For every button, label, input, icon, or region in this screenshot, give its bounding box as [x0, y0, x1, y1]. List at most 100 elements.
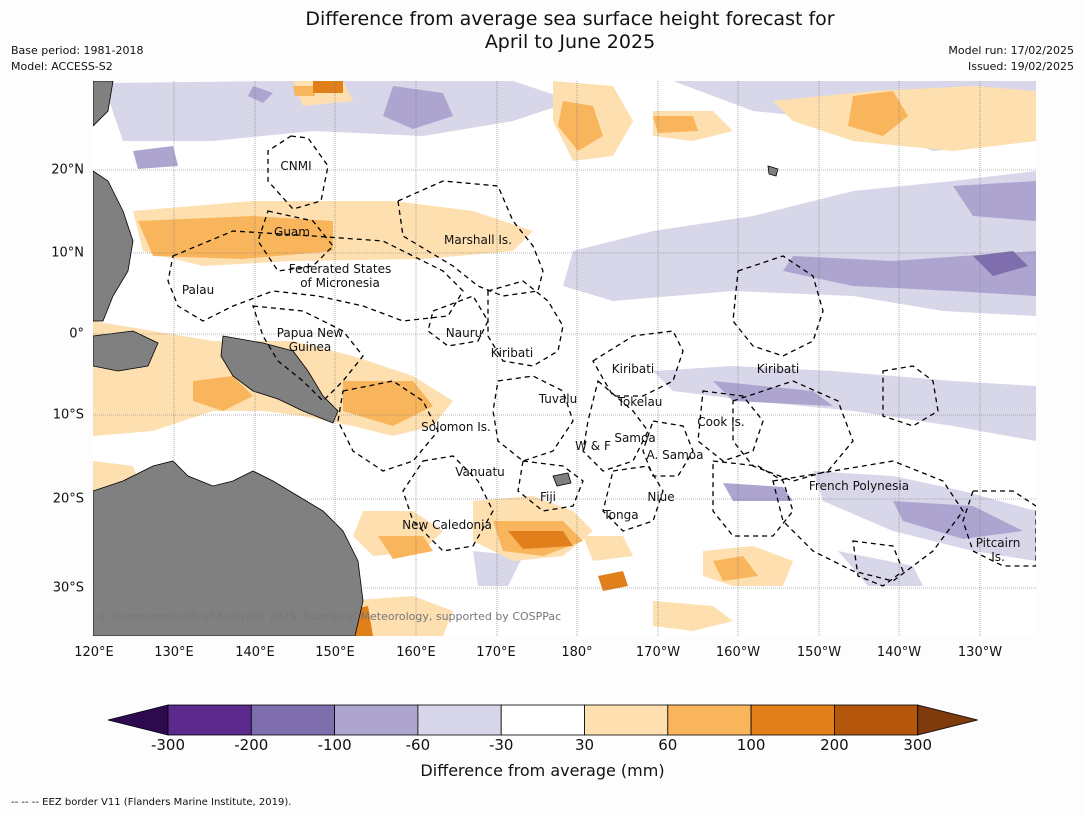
place-label-line: Niue — [647, 490, 675, 504]
colorbar-swatch — [167, 704, 252, 736]
place-label-line: Fiji — [539, 490, 557, 504]
lat-tick: 20°N — [51, 162, 84, 178]
place-label: Papua New Guinea — [277, 326, 344, 354]
lon-tick: 160°W — [715, 645, 761, 660]
colorbar-swatch — [500, 704, 585, 736]
base-period: Base period: 1981-2018 — [11, 44, 144, 57]
place-label-line: Kiribati — [611, 362, 655, 376]
lat-tick: 10°N — [51, 245, 84, 261]
place-label-line: Tokelau — [617, 395, 663, 409]
title-line-2: April to June 2025 — [484, 31, 656, 53]
colorbar-tick: 200 — [820, 736, 849, 754]
place-label: Nauru — [446, 326, 482, 340]
issued-date: Issued: 19/02/2025 — [967, 60, 1074, 73]
colorbar-tick: -60 — [405, 736, 431, 754]
colorbar-label: Difference from average (mm) — [420, 761, 665, 780]
colorbar-swatch — [834, 704, 919, 736]
place-label: Niue — [647, 490, 674, 504]
place-label: Tokelau — [618, 395, 663, 409]
fiji-island — [552, 472, 572, 487]
colorbar-tick: 60 — [658, 736, 678, 754]
place-label: Kiribati — [491, 346, 533, 360]
place-label-line: A. Samoa — [646, 448, 704, 462]
lon-tick: 180° — [561, 645, 593, 660]
place-label: Solomon Is. — [421, 420, 491, 434]
anomaly-dark-purple — [973, 251, 1028, 276]
place-label: Tuvalu — [539, 392, 578, 406]
colorbar-tick: -100 — [317, 736, 352, 754]
place-label: Guam — [274, 225, 310, 239]
place-label: Kiribati — [612, 362, 654, 376]
colorbar-swatch — [417, 704, 502, 736]
place-label-line: Kiribati — [490, 346, 534, 360]
model-run: Model run: 17/02/2025 — [948, 44, 1074, 57]
place-label-line: W & F — [575, 439, 611, 453]
place-label: Samoa — [614, 431, 655, 445]
title-line-1: Difference from average sea surface heig… — [305, 8, 835, 30]
eez-borders — [167, 135, 1036, 587]
hawaii-island — [767, 165, 779, 177]
place-label-line: French Polynesia — [808, 479, 910, 493]
philippines — [93, 170, 134, 322]
colorbar-swatch — [334, 704, 419, 736]
place-label-line: Is. — [991, 550, 1005, 564]
lat-tick: 20°S — [52, 491, 84, 507]
colorbar-swatches — [107, 704, 978, 736]
colorbar-swatch — [250, 704, 336, 736]
place-label-line: New Caledonia — [402, 518, 492, 532]
meta-left: Base period: 1981-2018 Model: ACCESS-S2 — [11, 43, 143, 75]
model-name: Model: ACCESS-S2 — [11, 60, 113, 73]
place-label: CNMI — [280, 159, 311, 173]
colorbar-swatch — [750, 704, 835, 736]
eez-footnote: -- -- -- EEZ border V11 (Flanders Marine… — [11, 797, 292, 808]
colorbar-swatch — [584, 704, 669, 736]
map-title: Difference from average sea surface heig… — [0, 8, 1085, 54]
anomaly-mid-purple — [133, 86, 1036, 539]
asia-coast — [93, 81, 114, 127]
place-label-line: Federated States — [288, 262, 392, 276]
place-label-line: Solomon Is. — [421, 420, 491, 434]
map-panel — [93, 81, 1036, 636]
place-label-line: Tonga — [603, 508, 639, 522]
place-label-line: Kiribati — [756, 362, 800, 376]
place-label-line: Marshall Is. — [444, 233, 512, 247]
colorbar-extend-low — [107, 704, 169, 736]
colorbar-tick: -30 — [488, 736, 514, 754]
place-label: W & F — [575, 439, 611, 453]
colorbar-tick: 100 — [736, 736, 766, 754]
place-label: French Polynesia — [809, 479, 909, 493]
lon-tick: 140°E — [235, 645, 275, 660]
place-label: Tonga — [603, 508, 638, 522]
place-label: A. Samoa — [647, 448, 704, 462]
indonesia-islands — [93, 330, 159, 372]
lon-tick: 150°E — [315, 645, 355, 660]
landmass — [93, 81, 779, 636]
meta-right: Model run: 17/02/2025 Issued: 19/02/2025 — [948, 43, 1074, 75]
lon-tick: 140°W — [876, 645, 922, 660]
place-label: New Caledonia — [402, 518, 492, 532]
place-label-line: Nauru — [445, 326, 483, 340]
lon-tick: 160°E — [396, 645, 436, 660]
place-label: Federated States of Micronesia — [289, 262, 391, 290]
place-label-line: Pitcairn — [975, 536, 1021, 550]
lon-tick: 150°W — [796, 645, 842, 660]
map-svg — [93, 81, 1036, 636]
graticule — [93, 81, 1036, 636]
colorbar-tick: -300 — [150, 736, 186, 754]
place-label-line: Vanuatu — [455, 465, 505, 479]
place-label: Vanuatu — [455, 465, 505, 479]
lat-tick: 10°S — [52, 407, 84, 423]
lon-tick: 120°E — [74, 645, 114, 660]
lat-tick: 0° — [69, 326, 84, 342]
lon-tick: 170°E — [476, 645, 516, 660]
australia — [93, 460, 364, 636]
place-label: Marshall Is. — [444, 233, 512, 247]
colorbar-tick: 300 — [903, 736, 933, 754]
place-label: Pitcairn Is. — [976, 536, 1021, 564]
place-label-line: Cook Is. — [697, 415, 745, 429]
place-label-line: Samoa — [614, 431, 656, 445]
new-guinea — [220, 335, 339, 424]
colorbar-tick: 30 — [574, 736, 595, 754]
place-label: Fiji — [540, 490, 556, 504]
colorbar-swatch — [667, 704, 752, 736]
